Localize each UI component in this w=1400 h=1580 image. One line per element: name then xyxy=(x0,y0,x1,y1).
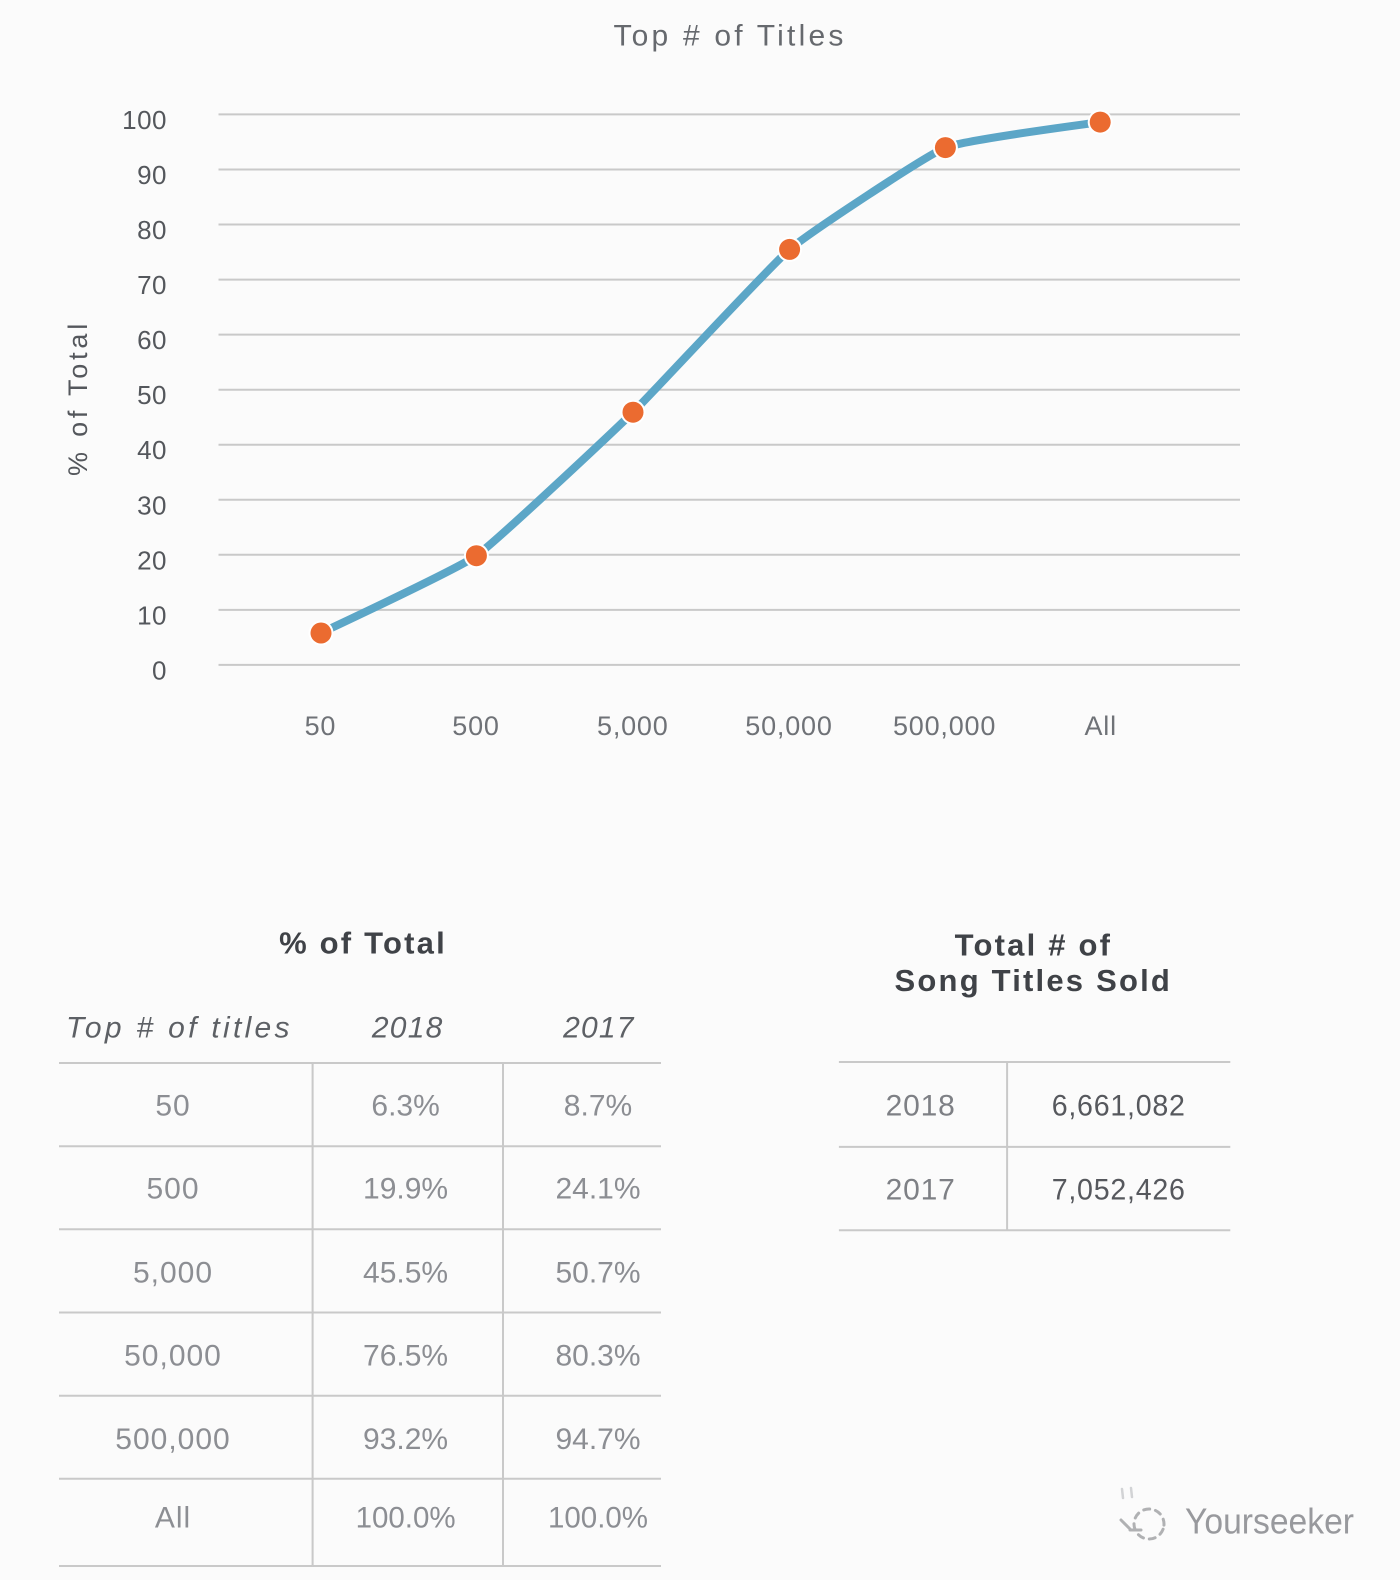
svg-text:60: 60 xyxy=(137,325,167,355)
svg-text:% of Total: % of Total xyxy=(63,320,93,476)
svg-text:50,000: 50,000 xyxy=(124,1340,222,1373)
svg-text:70: 70 xyxy=(137,270,167,300)
svg-text:5,000: 5,000 xyxy=(133,1257,213,1290)
svg-text:8.7%: 8.7% xyxy=(564,1090,632,1123)
svg-text:7,052,426: 7,052,426 xyxy=(1052,1174,1186,1207)
svg-text:Song Titles Sold: Song Titles Sold xyxy=(895,963,1172,998)
svg-text:100.0%: 100.0% xyxy=(548,1502,648,1535)
svg-text:500: 500 xyxy=(146,1173,199,1206)
svg-text:90: 90 xyxy=(137,160,167,190)
svg-text:5,000: 5,000 xyxy=(597,711,669,741)
svg-text:2017: 2017 xyxy=(886,1174,956,1207)
svg-text:0: 0 xyxy=(152,655,167,685)
svg-text:Yourseeker: Yourseeker xyxy=(1185,1501,1354,1542)
svg-text:100: 100 xyxy=(122,105,167,135)
svg-text:24.1%: 24.1% xyxy=(555,1173,640,1206)
svg-text:2017: 2017 xyxy=(562,1012,635,1045)
svg-text:93.2%: 93.2% xyxy=(363,1423,448,1456)
svg-text:2018: 2018 xyxy=(886,1090,956,1123)
svg-text:500,000: 500,000 xyxy=(893,711,996,741)
svg-text:50: 50 xyxy=(155,1090,190,1123)
svg-text:Total # of: Total # of xyxy=(955,927,1112,962)
svg-text:50.7%: 50.7% xyxy=(555,1257,640,1290)
svg-text:2018: 2018 xyxy=(371,1012,444,1045)
svg-text:100.0%: 100.0% xyxy=(356,1502,456,1535)
svg-text:10: 10 xyxy=(137,600,167,630)
svg-text:Top # of titles: Top # of titles xyxy=(66,1012,293,1045)
svg-text:50,000: 50,000 xyxy=(745,711,832,741)
svg-text:19.9%: 19.9% xyxy=(363,1173,448,1206)
svg-text:76.5%: 76.5% xyxy=(363,1340,448,1373)
svg-text:50: 50 xyxy=(305,711,337,741)
svg-text:50: 50 xyxy=(137,380,167,410)
svg-text:45.5%: 45.5% xyxy=(363,1257,448,1290)
svg-text:500,000: 500,000 xyxy=(115,1423,230,1456)
svg-text:6,661,082: 6,661,082 xyxy=(1052,1090,1186,1123)
svg-text:All: All xyxy=(155,1502,191,1535)
svg-text:40: 40 xyxy=(137,435,167,465)
svg-text:Top # of Titles: Top # of Titles xyxy=(613,20,846,53)
svg-text:% of Total: % of Total xyxy=(279,926,447,961)
svg-text:20: 20 xyxy=(137,545,167,575)
svg-text:6.3%: 6.3% xyxy=(371,1090,439,1123)
svg-text:94.7%: 94.7% xyxy=(555,1423,640,1456)
svg-text:80.3%: 80.3% xyxy=(555,1340,640,1373)
svg-text:All: All xyxy=(1084,711,1116,741)
svg-text:500: 500 xyxy=(452,711,499,741)
svg-text:80: 80 xyxy=(137,215,167,245)
svg-text:30: 30 xyxy=(137,490,167,520)
